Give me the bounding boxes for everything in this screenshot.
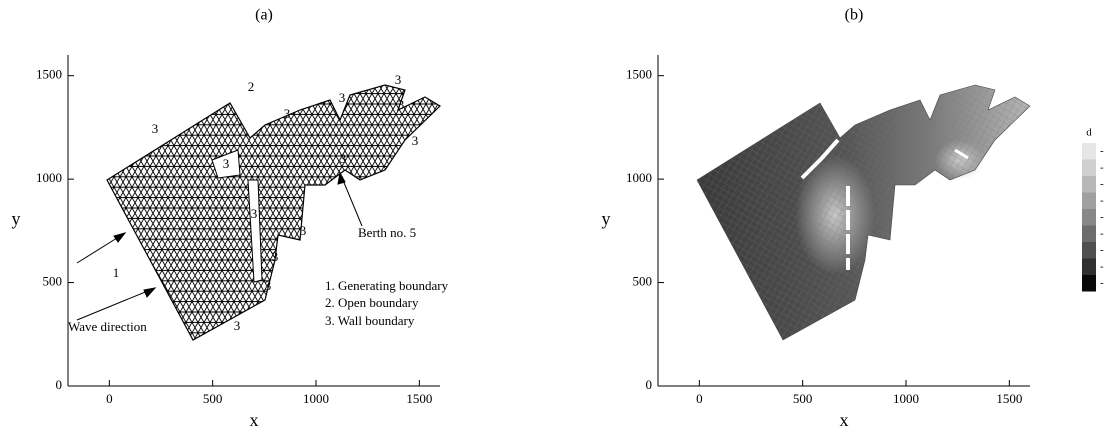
x-tick-label: 500 <box>793 391 813 406</box>
y-tick-label: 1000 <box>626 170 652 185</box>
colorbar-label: -10 <box>1100 277 1104 289</box>
legend-text: 1. Generating boundary <box>325 278 449 293</box>
colorbar-swatch <box>1082 275 1096 292</box>
annotation: 1 <box>113 265 120 280</box>
x-axis-label: x <box>250 410 259 430</box>
x-tick-label: 500 <box>203 391 223 406</box>
x-tick-label: 0 <box>696 391 703 406</box>
annotation: 3 <box>300 223 307 238</box>
colorbar-title: d <box>1086 127 1092 139</box>
annotation: Berth no. 5 <box>358 225 416 240</box>
colorbar-swatch <box>1082 176 1096 193</box>
legend-text: 3. Wall boundary <box>325 313 415 328</box>
x-tick-label: 1500 <box>996 391 1022 406</box>
annotation: 3 <box>395 72 402 87</box>
annotation: Wave direction <box>68 319 147 334</box>
annotation: 3 <box>412 133 419 148</box>
x-axis-label: x <box>840 410 849 430</box>
annotation: 3 <box>339 90 346 105</box>
annotation: 3 <box>152 121 159 136</box>
y-tick-label: 0 <box>646 377 653 392</box>
y-axis-label: y <box>12 209 21 229</box>
y-tick-label: 500 <box>43 274 63 289</box>
colorbar-swatch <box>1082 160 1096 177</box>
annotation: 3 <box>251 206 258 221</box>
contour-domain <box>697 85 1030 340</box>
y-tick-label: 500 <box>633 274 653 289</box>
y-tick-label: 0 <box>56 377 63 392</box>
colorbar-label: -9 <box>1100 260 1104 272</box>
x-tick-label: 1500 <box>406 391 432 406</box>
annotation: 3 <box>398 97 405 112</box>
colorbar-swatch <box>1082 209 1096 226</box>
colorbar-label: -8 <box>1100 244 1104 256</box>
figure: 3 2 3 3 3 3 3 3 3 3 3 3 3 3 1 Berth no. … <box>0 0 1104 434</box>
y-tick-label: 1000 <box>36 170 62 185</box>
legend-text: 2. Open boundary <box>325 295 419 310</box>
x-tick-label: 0 <box>106 391 113 406</box>
chart-title: (a) <box>255 7 273 24</box>
colorbar-label: -4 <box>1100 178 1104 190</box>
y-axis-label: y <box>602 209 611 229</box>
y-tick-label: 1500 <box>36 67 62 82</box>
colorbar-label: -2 <box>1100 145 1104 157</box>
annotation: 3 <box>234 318 241 333</box>
annotation: 2 <box>248 79 255 94</box>
y-tick-label: 1500 <box>626 67 652 82</box>
colorbar-swatch <box>1082 193 1096 210</box>
x-tick-label: 1000 <box>303 391 329 406</box>
x-tick-label: 1000 <box>893 391 919 406</box>
colorbar-label: -6 <box>1100 211 1104 223</box>
annotation: 3 <box>340 151 347 166</box>
colorbar-swatch <box>1082 143 1096 160</box>
colorbar-label: -5 <box>1100 194 1104 206</box>
colorbar-swatch <box>1082 259 1096 276</box>
colorbar-label: -7 <box>1100 227 1104 239</box>
annotation: 3 <box>265 278 272 293</box>
colorbar-swatch <box>1082 226 1096 243</box>
annotation: 3 <box>284 106 291 121</box>
annotation: 3 <box>272 249 279 264</box>
annotation: 3 <box>223 156 230 171</box>
chart-title: (b) <box>845 7 864 24</box>
colorbar-label: -3 <box>1100 161 1104 173</box>
colorbar-swatch <box>1082 242 1096 259</box>
